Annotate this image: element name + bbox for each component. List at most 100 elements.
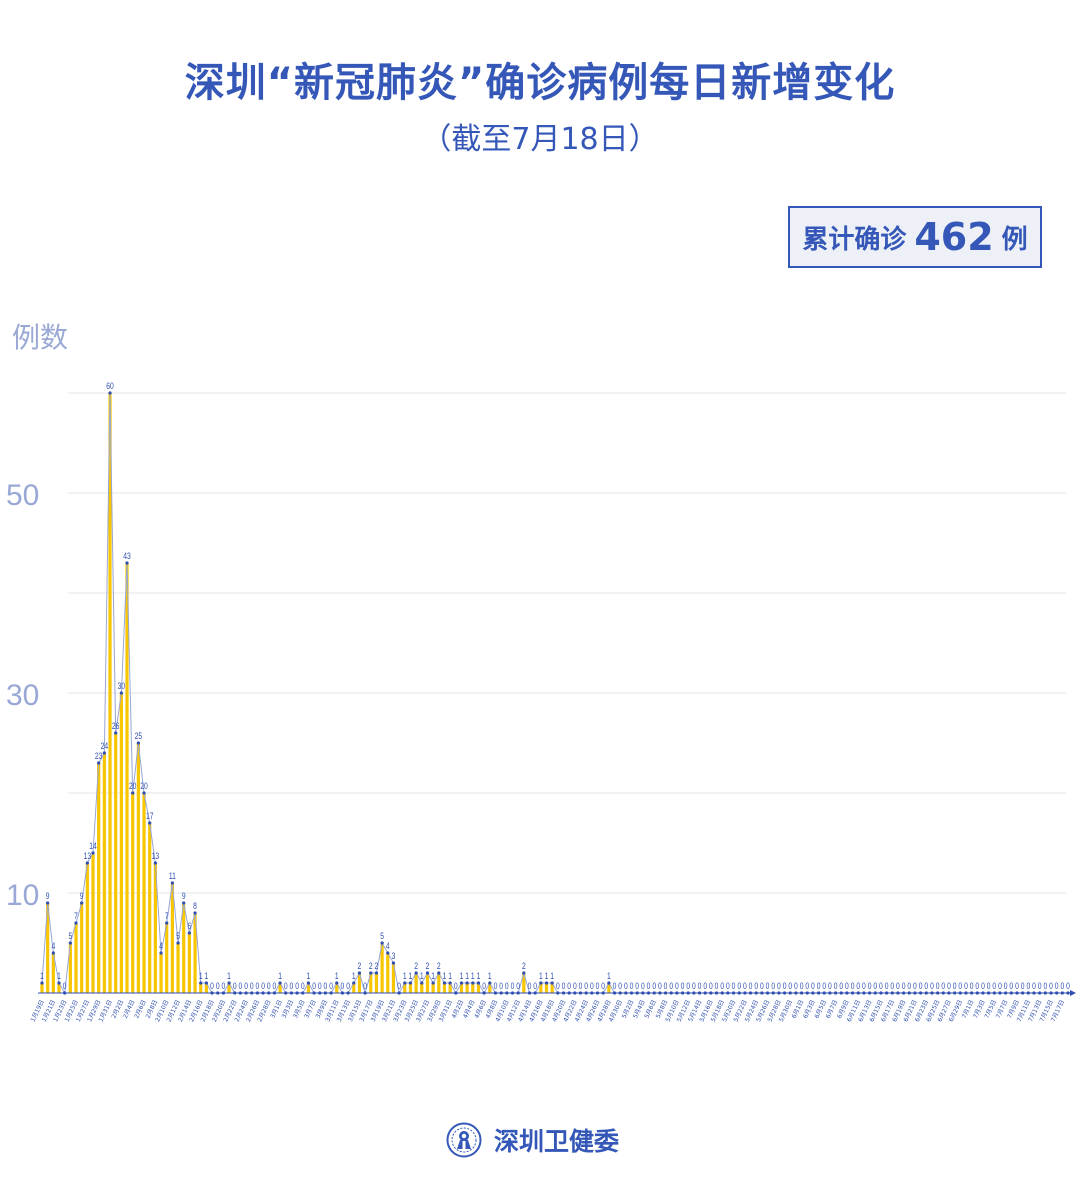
data-point <box>765 991 770 995</box>
data-point <box>420 981 424 985</box>
data-point <box>975 991 979 995</box>
data-point <box>714 991 719 995</box>
bar <box>522 973 526 993</box>
data-point <box>663 991 668 995</box>
data-point <box>567 991 571 995</box>
data-label: 0 <box>692 981 696 991</box>
data-label: 13 <box>84 851 92 861</box>
data-label: 0 <box>1021 981 1025 991</box>
bar <box>408 983 413 993</box>
data-label: 1 <box>199 971 203 981</box>
data-point <box>743 991 747 995</box>
data-label: 26 <box>112 721 120 731</box>
bar <box>91 853 95 993</box>
data-label: 1 <box>607 971 611 981</box>
bar <box>403 983 407 993</box>
data-label: 1 <box>227 971 231 981</box>
data-point <box>493 991 498 995</box>
data-label: 0 <box>964 981 968 991</box>
data-point <box>1060 991 1064 995</box>
data-label: 0 <box>658 981 662 991</box>
data-point <box>697 991 702 995</box>
data-point <box>885 991 889 995</box>
data-point <box>482 991 486 995</box>
data-point <box>669 991 673 995</box>
data-label: 0 <box>584 981 588 991</box>
data-label: 0 <box>562 981 566 991</box>
data-label: 0 <box>1049 981 1053 991</box>
data-label: 2 <box>369 961 373 971</box>
data-point <box>981 991 985 995</box>
data-label: 0 <box>210 981 214 991</box>
data-point <box>131 791 135 795</box>
data-label: 0 <box>516 981 520 991</box>
bar <box>386 953 390 993</box>
data-point <box>261 991 265 995</box>
bar <box>142 793 146 993</box>
data-label: 0 <box>397 981 401 991</box>
data-label: 0 <box>885 981 889 991</box>
data-label: 0 <box>233 981 237 991</box>
data-point <box>363 991 367 995</box>
data-label: 0 <box>958 981 962 991</box>
data-label: 0 <box>482 981 486 991</box>
data-point <box>703 991 707 995</box>
data-label: 1 <box>545 971 549 981</box>
data-point <box>522 971 526 975</box>
data-point <box>119 691 123 695</box>
bar <box>459 983 464 993</box>
data-label: 0 <box>1038 981 1042 991</box>
data-point <box>40 981 44 985</box>
data-point <box>550 981 554 985</box>
data-point <box>896 991 900 995</box>
data-point <box>782 991 787 995</box>
data-point <box>692 991 696 995</box>
data-label: 0 <box>1032 981 1036 991</box>
data-point <box>868 991 872 995</box>
data-point <box>873 991 877 995</box>
data-point <box>153 861 157 865</box>
data-point <box>182 901 186 905</box>
data-point <box>607 981 611 985</box>
data-label: 9 <box>46 891 50 901</box>
data-label: 0 <box>783 981 787 991</box>
data-point <box>1021 991 1025 995</box>
data-point <box>646 991 651 995</box>
data-label: 13 <box>152 851 160 861</box>
bar <box>357 973 362 993</box>
data-label: 0 <box>896 981 900 991</box>
data-label: 0 <box>573 981 577 991</box>
data-label: 2 <box>437 961 441 971</box>
data-point <box>437 971 441 975</box>
data-label: 0 <box>936 981 940 991</box>
y-tick-label: 50 <box>6 479 39 512</box>
total-unit: 例 <box>1001 224 1028 255</box>
data-label: 1 <box>420 971 424 981</box>
bar <box>539 983 543 993</box>
bar <box>57 983 61 993</box>
data-point <box>165 921 169 925</box>
data-label: 0 <box>579 981 583 991</box>
data-label: 0 <box>811 981 815 991</box>
data-label: 0 <box>839 981 843 991</box>
data-label: 1 <box>307 971 311 981</box>
data-label: 2 <box>426 961 430 971</box>
data-point <box>754 991 758 995</box>
bar <box>448 983 452 993</box>
data-label: 0 <box>499 981 503 991</box>
bar <box>374 973 379 993</box>
data-label: 0 <box>1060 981 1064 991</box>
data-label: 0 <box>924 981 928 991</box>
data-label: 0 <box>766 981 770 991</box>
data-point <box>408 981 413 985</box>
data-point <box>726 991 730 995</box>
data-point <box>641 991 645 995</box>
data-label: 0 <box>720 981 724 991</box>
data-point <box>46 901 50 905</box>
data-label: 0 <box>312 981 316 991</box>
data-point <box>1049 991 1053 995</box>
data-point <box>1043 991 1047 995</box>
data-label: 0 <box>868 981 872 991</box>
data-label: 0 <box>324 981 328 991</box>
bar <box>425 973 430 993</box>
